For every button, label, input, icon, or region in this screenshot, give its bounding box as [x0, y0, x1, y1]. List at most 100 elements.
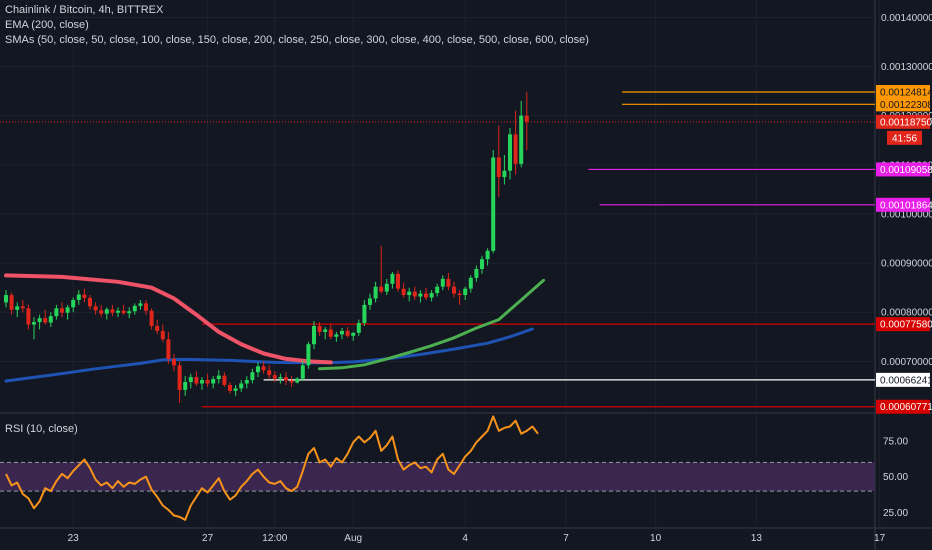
candle: [144, 299, 148, 315]
candle: [99, 304, 104, 318]
rsi-tick-label: 75.00: [883, 436, 908, 447]
candle-body: [351, 332, 356, 336]
candle-body: [485, 250, 490, 260]
candle: [37, 314, 42, 330]
moving-averages: [4, 273, 546, 383]
candle-body: [334, 334, 339, 337]
price-tick-label: 0.00100000: [881, 209, 932, 220]
candle-body: [401, 288, 406, 296]
candle: [452, 281, 456, 298]
price-tag-bg: [876, 97, 930, 112]
candle: [48, 312, 53, 327]
candle: [166, 331, 171, 364]
candle: [278, 373, 283, 384]
candle: [160, 324, 165, 342]
horizontal-levels: [0, 91, 875, 408]
candle: [480, 255, 484, 274]
candle-body: [138, 303, 143, 306]
candle-body: [15, 306, 20, 310]
price-tag-bg: [876, 372, 930, 387]
candle: [76, 290, 81, 305]
candle: [60, 302, 64, 318]
price-tag-label: 0.00118750: [880, 117, 932, 128]
candle-body: [144, 303, 148, 311]
candle-body: [457, 293, 462, 296]
candle-body: [323, 329, 328, 332]
candle: [250, 368, 255, 384]
candle-body: [524, 115, 529, 122]
chart-legend: Chainlink / Bitcoin, 4h, BITTREX EMA (20…: [5, 3, 589, 48]
candle-body: [26, 308, 31, 325]
candle-body: [205, 380, 210, 384]
candle: [379, 245, 384, 294]
candle: [205, 373, 210, 387]
price-tick-label: 0.00070000: [881, 357, 932, 368]
candle: [216, 370, 221, 384]
candle-body: [412, 291, 417, 297]
candle: [345, 326, 350, 338]
rsi-tick-label: 50.00: [883, 472, 908, 483]
candle-body: [244, 380, 249, 384]
legend-smas: SMAs (50, close, 50, close, 100, close, …: [5, 34, 589, 46]
price-tag-orange: 0.00122308: [876, 97, 932, 112]
candle-body: [502, 170, 507, 178]
candle: [508, 127, 512, 180]
candle: [463, 286, 468, 300]
candle: [132, 303, 137, 315]
price-tag-current: 0.00118750 41:56: [876, 114, 932, 145]
time-tick-label: Aug: [344, 533, 362, 544]
candle: [194, 371, 199, 386]
candle: [20, 299, 25, 313]
candle-body: [373, 286, 378, 299]
candle-body: [519, 115, 524, 164]
sma-green-line: [318, 278, 546, 371]
candle-body: [508, 134, 512, 171]
price-tick-label: 0.00080000: [881, 308, 932, 319]
candle: [519, 100, 524, 168]
candle-body: [396, 273, 400, 289]
candle: [200, 377, 204, 390]
rsi-legend: RSI (10, close): [5, 423, 78, 435]
price-tag-bg: [876, 162, 930, 177]
price-tag-bg: [876, 197, 930, 212]
candle-body: [71, 299, 76, 308]
candle: [334, 331, 339, 342]
candle-body: [233, 388, 238, 391]
candle-body: [491, 157, 496, 251]
candle: [440, 275, 445, 291]
price-tag-red: 0.00060771: [876, 399, 932, 414]
candle-body: [54, 308, 59, 317]
candle: [396, 270, 400, 292]
candle-body: [172, 358, 176, 366]
candle-body: [289, 380, 294, 383]
candle-body: [222, 375, 227, 385]
candle: [32, 317, 36, 340]
candle: [183, 376, 188, 396]
sma-blue-line: [4, 327, 534, 383]
candle-body: [188, 377, 193, 383]
candle: [110, 304, 115, 317]
candle-body: [356, 323, 361, 333]
candle: [474, 265, 479, 282]
candle-body: [384, 283, 389, 292]
candle-body: [211, 379, 216, 384]
candle-body: [284, 377, 288, 381]
time-tick-label: 7: [563, 533, 569, 544]
candle-body: [82, 294, 87, 298]
price-tag-bg: [876, 114, 930, 129]
rsi-tick-label: 25.00: [883, 508, 908, 519]
candle-body: [496, 157, 501, 178]
candle: [155, 319, 160, 335]
candle: [373, 281, 378, 303]
candle-body: [121, 310, 126, 314]
candle: [362, 299, 367, 327]
time-tick-label: 12:00: [262, 533, 287, 544]
candle-body: [60, 308, 64, 313]
candle-body: [306, 344, 311, 366]
legend-ema: EMA (200, close): [5, 19, 89, 31]
candle: [340, 327, 344, 340]
candle-body: [295, 378, 300, 383]
candle: [104, 307, 109, 320]
candle-body: [99, 310, 104, 314]
